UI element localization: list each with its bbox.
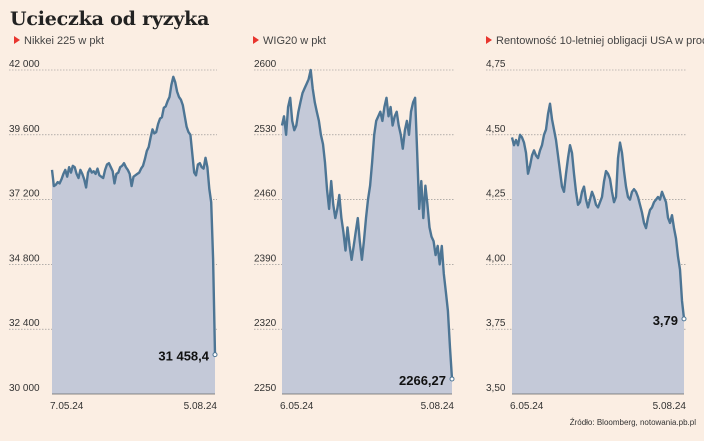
- x-end-label: 5.08.24: [653, 401, 687, 412]
- series-area: [52, 76, 215, 395]
- y-tick-label: 4,75: [486, 59, 506, 70]
- last-value-label: 2266,27: [399, 373, 446, 388]
- series-line: [50, 75, 217, 355]
- chart-title: Ucieczka od ryzyka: [10, 8, 210, 30]
- series-line: [280, 68, 454, 379]
- y-tick-label: 4,50: [486, 124, 506, 135]
- x-start-label: 7.05.24: [50, 401, 84, 412]
- y-tick-label: 2600: [254, 59, 277, 70]
- panel-label-nikkei: Nikkei 225 w pkt: [14, 35, 104, 47]
- triangle-marker-icon: [486, 36, 492, 44]
- panel-label-wig20: WIG20 w pkt: [253, 35, 326, 47]
- x-end-label: 5.08.24: [184, 401, 218, 412]
- y-tick-label: 2530: [254, 124, 277, 135]
- last-point-marker: [681, 316, 687, 322]
- panel-label-text: WIG20 w pkt: [263, 35, 326, 47]
- y-tick-label: 42 000: [9, 59, 40, 70]
- y-tick-label: 2320: [254, 318, 277, 329]
- triangle-marker-icon: [253, 36, 259, 44]
- y-tick-label: 37 200: [9, 189, 40, 200]
- y-tick-label: 39 600: [9, 124, 40, 135]
- last-value-label: 3,79: [653, 313, 678, 328]
- y-tick-label: 34 800: [9, 253, 40, 264]
- panel-label-us10y: Rentowność 10-letniej obligacji USA w pr…: [486, 35, 704, 47]
- x-start-label: 6.05.24: [280, 401, 314, 412]
- y-tick-label: 2250: [254, 383, 277, 394]
- y-tick-label: 30 000: [9, 383, 40, 394]
- series-area: [512, 103, 684, 394]
- panel-label-text: Nikkei 225 w pkt: [24, 35, 105, 47]
- y-tick-label: 3,50: [486, 383, 506, 394]
- panel-label-text: Rentowność 10-letniej obligacji USA w pr…: [496, 35, 704, 47]
- y-tick-label: 3,75: [486, 318, 506, 329]
- y-tick-label: 4,00: [486, 253, 506, 264]
- y-tick-label: 2390: [254, 253, 277, 264]
- series-area: [282, 70, 452, 394]
- last-value-label: 31 458,4: [158, 349, 209, 364]
- y-tick-label: 2460: [254, 189, 277, 200]
- source-note: Źródło: Bloomberg, notowania.pb.pl: [569, 418, 696, 427]
- x-end-label: 5.08.24: [421, 401, 455, 412]
- last-point-marker: [449, 376, 455, 382]
- x-start-label: 6.05.24: [510, 401, 544, 412]
- y-tick-label: 32 400: [9, 318, 40, 329]
- triangle-marker-icon: [14, 36, 20, 44]
- series-line: [510, 102, 686, 319]
- last-point-marker: [212, 352, 218, 358]
- y-tick-label: 4,25: [486, 189, 506, 200]
